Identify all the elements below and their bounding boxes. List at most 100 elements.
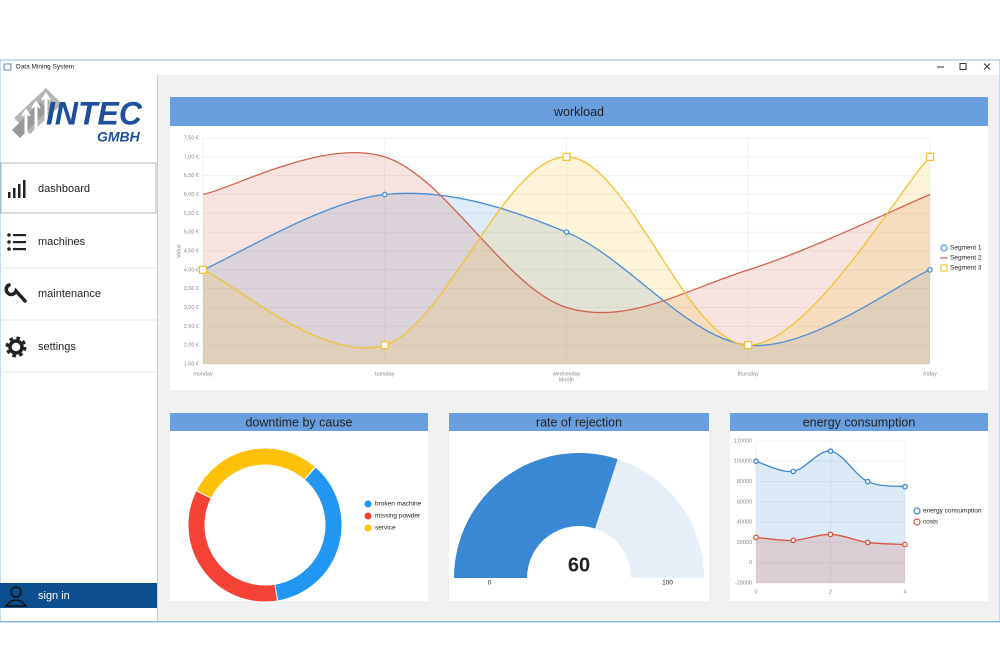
y-tick-label: 2,00 € (184, 343, 199, 349)
point (563, 229, 570, 236)
y-tick-label: -20000 (735, 580, 752, 586)
panel-header (449, 413, 709, 431)
window-title: Data Mining System (16, 64, 74, 71)
close-button[interactable] (983, 63, 991, 70)
point (790, 468, 797, 475)
y-tick-label: 4,00 € (184, 267, 199, 273)
point (827, 448, 834, 454)
legend-label: costs (923, 519, 939, 526)
y-tick-label: 3,00 € (184, 305, 199, 311)
x-tick-label: thursday (738, 371, 759, 377)
sign-in-label[interactable]: sign in (38, 590, 70, 602)
point (744, 341, 753, 350)
settings-icon (5, 336, 27, 358)
nav-item[interactable]: settings (38, 341, 76, 353)
y-axis-label: Value (176, 244, 182, 258)
y-tick-label: 1,50 € (184, 361, 199, 367)
user-icon (4, 586, 28, 607)
y-tick-label: 7,50 € (184, 135, 199, 141)
logo-suffix: GMBH (97, 129, 141, 145)
area (756, 534, 905, 583)
nav-item[interactable]: machines (38, 236, 86, 248)
point (864, 539, 871, 546)
panel-header (170, 413, 428, 431)
legend-marker (364, 512, 372, 520)
donut-segment (195, 447, 317, 499)
point (381, 191, 388, 198)
gauge-value-label: 60 (568, 554, 590, 576)
y-tick-label: 80000 (737, 479, 752, 485)
y-tick-label: 40000 (737, 520, 752, 526)
y-tick-label: 5,00 € (184, 230, 199, 236)
legend-marker (364, 500, 372, 508)
point (790, 537, 797, 544)
legend-label: Segment 3 (950, 265, 982, 272)
nav-item[interactable]: dashboard (38, 183, 90, 195)
legend-marker (913, 518, 921, 526)
point (380, 341, 389, 350)
legend-marker (913, 507, 921, 515)
x-tick-label: 0 (754, 589, 757, 595)
point (925, 152, 935, 161)
point (902, 483, 908, 490)
x-tick-label: 2 (829, 589, 832, 595)
legend-marker (364, 524, 372, 532)
x-axis-label: Month (559, 377, 574, 383)
y-tick-label: 4,50 € (184, 248, 199, 254)
point (198, 265, 208, 274)
area (203, 152, 930, 364)
y-tick-label: 6,50 € (184, 173, 199, 179)
y-tick-label: 120000 (734, 438, 752, 444)
panel-header (170, 97, 988, 126)
panel-title: downtime by cause (245, 415, 352, 429)
y-tick-label: 20000 (737, 540, 752, 546)
nav-item[interactable]: maintenance (38, 288, 101, 300)
panel-title: energy consumption (803, 415, 916, 429)
nav-selected[interactable] (0, 162, 157, 214)
gauge-max-label: 100 (662, 580, 673, 587)
point (827, 531, 834, 538)
panel-title: rate of rejection (536, 415, 622, 429)
logo-name: INTEC (46, 95, 143, 131)
panel-title: workload (553, 105, 604, 119)
legend-label: Segment 1 (950, 245, 982, 252)
point (864, 478, 871, 485)
y-tick-label: 6,00 € (184, 192, 199, 198)
line (202, 152, 931, 314)
x-tick-label: monday (193, 371, 213, 377)
gauge-min-label: 0 (488, 580, 492, 587)
legend-label: broken machine (375, 501, 422, 508)
x-tick-label: 4 (903, 589, 906, 595)
x-tick-label: wednesday (552, 371, 581, 377)
legend-marker (940, 264, 948, 272)
point (902, 541, 908, 548)
dashboard-icon (8, 180, 26, 198)
area (203, 156, 930, 364)
legend-label: service (375, 525, 396, 532)
maintenance-icon (4, 283, 27, 303)
panel-header (730, 413, 988, 431)
x-tick-label: tuesday (375, 371, 395, 377)
y-tick-label: 7,00 € (184, 154, 199, 160)
point (753, 534, 759, 541)
y-tick-label: 3,50 € (184, 286, 199, 292)
legend-label: energy consumption (923, 508, 982, 515)
machines-icon (7, 233, 26, 251)
point (927, 266, 933, 273)
x-tick-label: friday (923, 371, 937, 377)
maximize-button[interactable] (959, 63, 967, 70)
legend-label: Segment 2 (950, 255, 982, 262)
y-tick-label: 0 (749, 560, 752, 566)
gauge-value (454, 453, 618, 578)
area (203, 193, 930, 364)
point (562, 152, 571, 161)
legend-label: missing powder (375, 513, 421, 520)
y-tick-label: 100000 (734, 459, 752, 465)
y-tick-label: 5,50 € (184, 211, 199, 217)
logo: INTEC GMBH (12, 88, 143, 150)
y-tick-label: 60000 (737, 499, 752, 505)
app-icon (3, 63, 12, 71)
y-tick-label: 2,50 € (184, 324, 199, 330)
sign-in-button[interactable] (0, 583, 157, 608)
